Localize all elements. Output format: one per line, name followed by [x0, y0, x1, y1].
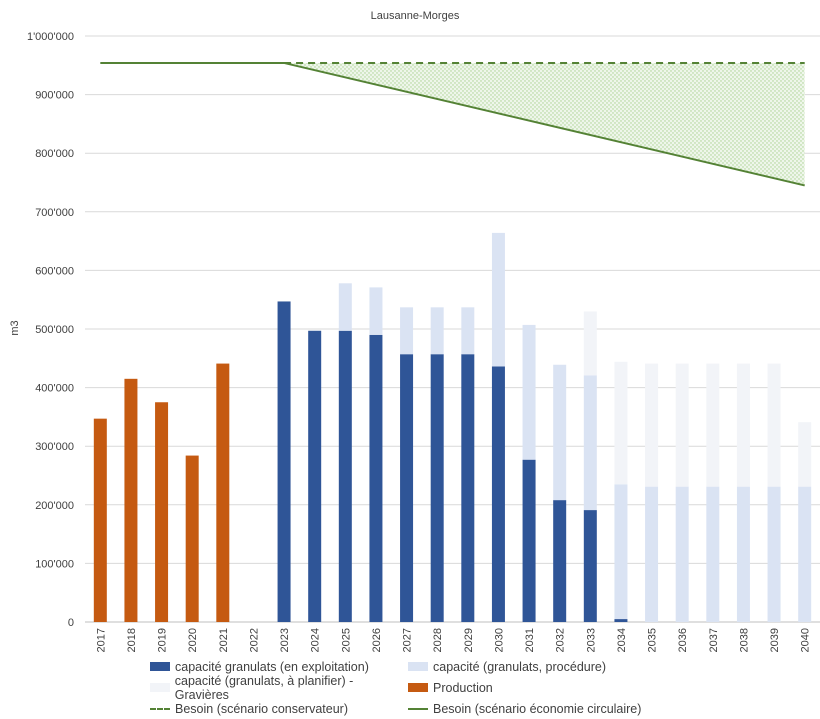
legend-label-planifier: capacité (granulats, à planifier) - Grav…: [174, 673, 354, 702]
y-tick-label: 800'000: [35, 148, 74, 160]
bar-procedure: [736, 486, 750, 622]
bar-procedure: [767, 486, 781, 622]
bar-exploitation: [522, 459, 536, 622]
legend-swatch-conservateur: [150, 707, 170, 710]
bar-procedure: [798, 486, 812, 622]
bar-planifier: [583, 311, 597, 376]
legend-label-exploitation: capacité granulats (en exploitation): [175, 659, 369, 674]
bar-exploitation: [461, 354, 475, 622]
x-tick-label: 2027: [402, 628, 414, 652]
legend-swatch-procedure: [408, 662, 428, 671]
bar-procedure: [675, 486, 689, 622]
bar-procedure: [491, 232, 505, 367]
legend-label-conservateur: Besoin (scénario conservateur): [175, 701, 348, 716]
legend-item-circulaire: Besoin (scénario économie circulaire): [408, 702, 641, 716]
y-tick-label: 600'000: [35, 265, 74, 277]
bar-procedure: [430, 307, 444, 355]
bar-planifier: [767, 363, 781, 487]
bar-procedure: [583, 375, 597, 511]
bar-exploitation: [491, 366, 505, 622]
x-tick-label: 2020: [187, 628, 199, 652]
bar-procedure: [369, 287, 383, 335]
bar-procedure: [400, 307, 414, 355]
x-tick-label: 2031: [524, 628, 536, 652]
legend-label-circulaire: Besoin (scénario économie circulaire): [433, 701, 642, 716]
x-tick-label: 2026: [371, 628, 383, 652]
y-tick-label: 900'000: [35, 90, 74, 102]
x-tick-label: 2028: [432, 628, 444, 652]
legend-item-planifier: capacité (granulats, à planifier) - Grav…: [150, 674, 408, 702]
bar-exploitation: [277, 301, 291, 622]
x-tick-label: 2030: [493, 628, 505, 652]
x-tick-label: 2034: [616, 628, 628, 652]
y-tick-label: 100'000: [35, 558, 74, 570]
y-tick-label: 700'000: [35, 207, 74, 219]
y-tick-label: 0: [68, 617, 74, 629]
bar-exploitation: [338, 330, 352, 622]
bar-exploitation: [583, 510, 597, 622]
legend-item-production: Production: [408, 681, 493, 695]
x-tick-label: 2035: [647, 628, 659, 652]
bar-procedure: [461, 307, 475, 355]
legend-item-procedure: capacité (granulats, procédure): [408, 660, 606, 674]
bar-exploitation: [400, 354, 414, 622]
bar-planifier: [675, 363, 689, 487]
bar-procedure: [338, 283, 352, 331]
x-tick-label: 2018: [126, 628, 138, 652]
x-tick-label: 2023: [279, 628, 291, 652]
legend-swatch-production: [408, 683, 428, 692]
bar-planifier: [736, 363, 750, 487]
x-tick-label: 2017: [95, 628, 107, 652]
y-tick-label: 200'000: [35, 500, 74, 512]
x-tick-label: 2033: [585, 628, 597, 652]
bar-planifier: [645, 363, 659, 487]
legend-item-exploitation: capacité granulats (en exploitation): [150, 660, 408, 674]
line-besoin-circulaire: [100, 61, 805, 187]
x-tick-label: 2019: [157, 628, 169, 652]
x-tick-label: 2039: [769, 628, 781, 652]
bar-exploitation: [553, 500, 567, 622]
bar-exploitation: [614, 619, 628, 622]
x-tick-label: 2022: [248, 628, 260, 652]
legend-swatch-exploitation: [150, 662, 170, 671]
bar-planifier: [798, 422, 812, 487]
y-tick-label: 300'000: [35, 441, 74, 453]
y-tick-label: 400'000: [35, 383, 74, 395]
x-tick-label: 2036: [677, 628, 689, 652]
x-tick-label: 2024: [310, 628, 322, 652]
bar-production: [124, 378, 138, 622]
bar-production: [216, 363, 230, 622]
bar-planifier: [614, 361, 628, 485]
x-tick-label: 2025: [340, 628, 352, 652]
x-tick-label: 2029: [463, 628, 475, 652]
bar-procedure: [553, 364, 567, 501]
bar-exploitation: [308, 330, 322, 622]
x-tick-label: 2021: [218, 628, 230, 652]
x-tick-label: 2038: [738, 628, 750, 652]
bar-production: [93, 418, 107, 622]
legend-item-conservateur: Besoin (scénario conservateur): [150, 702, 408, 716]
bar-production: [185, 455, 199, 622]
legend-swatch-circulaire: [408, 707, 428, 710]
legend-label-procedure: capacité (granulats, procédure): [433, 659, 607, 674]
x-tick-label: 2032: [555, 628, 567, 652]
x-tick-label: 2040: [800, 628, 812, 652]
bar-procedure: [522, 324, 536, 460]
legend: capacité granulats (en exploitation) cap…: [150, 656, 710, 719]
legend-swatch-planifier: [150, 683, 170, 692]
y-axis-label: m3: [9, 320, 21, 335]
y-tick-label: 1'000'000: [27, 31, 74, 43]
bar-planifier: [706, 363, 720, 487]
y-tick-label: 500'000: [35, 324, 74, 336]
x-tick-label: 2037: [708, 628, 720, 652]
bar-exploitation: [369, 334, 383, 622]
bar-production: [155, 402, 169, 622]
chart-title: Lausanne-Morges: [371, 10, 460, 22]
bar-procedure: [614, 484, 628, 620]
bar-procedure: [645, 486, 659, 622]
legend-label-production: Production: [433, 680, 493, 695]
bar-exploitation: [430, 354, 444, 622]
bar-procedure: [706, 486, 720, 622]
